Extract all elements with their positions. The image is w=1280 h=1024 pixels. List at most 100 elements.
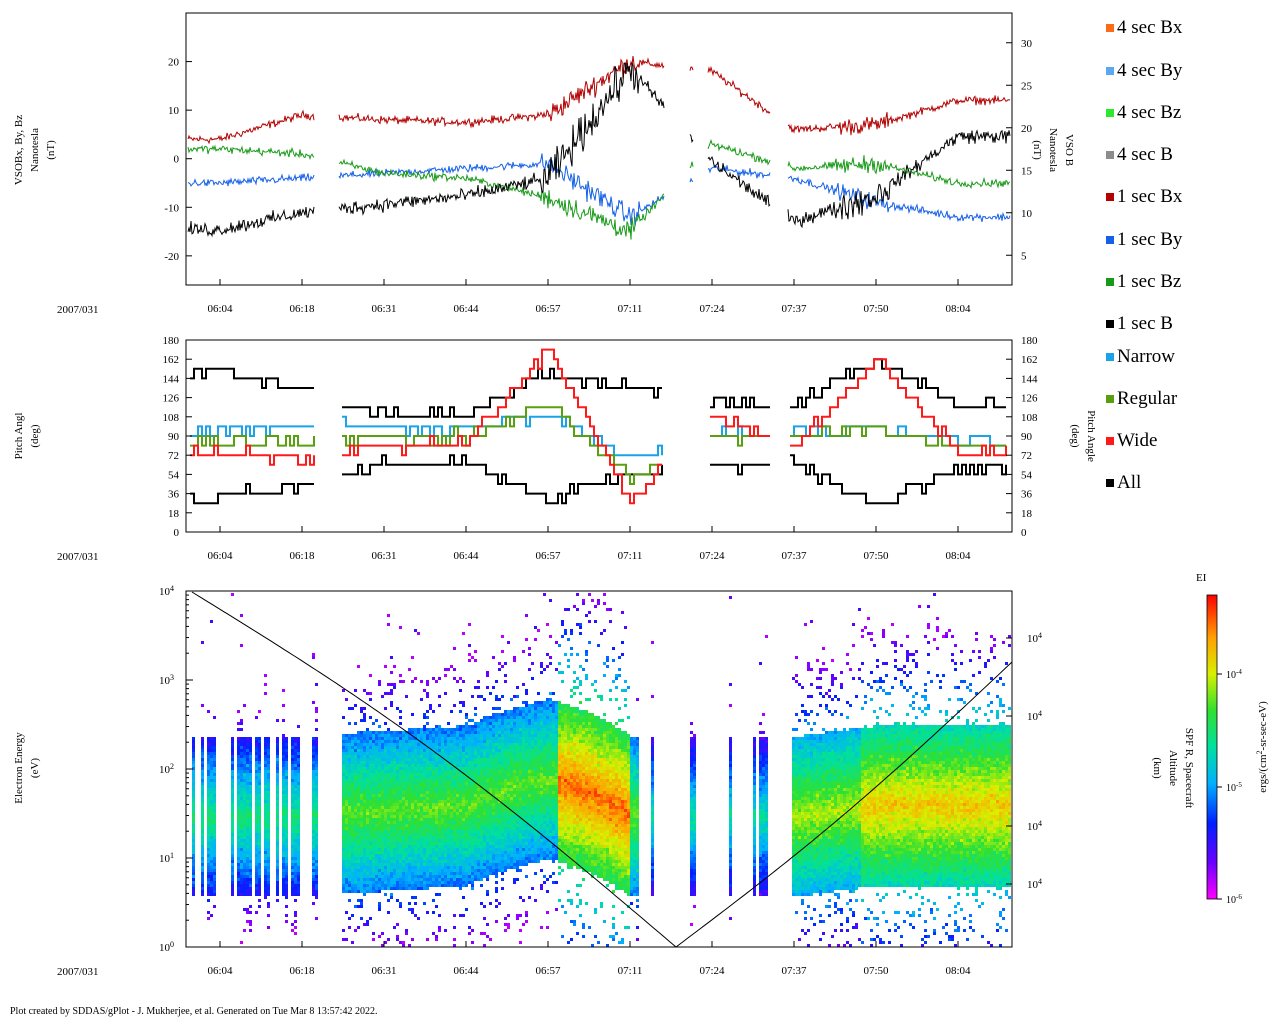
spectrogram-pixel	[510, 812, 513, 815]
spectrogram-pixel	[192, 803, 195, 806]
spectrogram-pixel	[444, 773, 447, 776]
spectrogram-pixel	[285, 785, 288, 788]
spectrogram-pixel	[465, 803, 468, 806]
spectrogram-pixel	[438, 851, 441, 854]
spectrogram-pixel	[315, 833, 318, 836]
spectrogram-pixel	[423, 731, 426, 734]
spectrogram-pixel	[369, 917, 372, 920]
spectrogram-pixel	[243, 797, 246, 800]
spectrogram-pixel	[522, 773, 525, 776]
spectrogram-pixel	[207, 752, 210, 755]
spectrogram-pixel	[387, 911, 390, 914]
spectrogram-pixel	[423, 806, 426, 809]
spectrogram-pixel	[516, 851, 519, 854]
spectrogram-pixel	[402, 779, 405, 782]
spectrogram-pixel	[414, 734, 417, 737]
spectrogram-pixel	[426, 761, 429, 764]
spectrogram-pixel	[297, 791, 300, 794]
spectrogram-pixel	[396, 818, 399, 821]
spectrogram-pixel	[285, 866, 288, 869]
spectrogram-pixel	[246, 875, 249, 878]
spectrogram-pixel	[405, 785, 408, 788]
spectrogram-pixel	[441, 746, 444, 749]
spectrogram-pixel	[201, 776, 204, 779]
spectrogram-pixel	[240, 893, 243, 896]
spectrogram-pixel	[363, 872, 366, 875]
spectrogram-pixel	[384, 833, 387, 836]
spectrogram-pixel	[210, 809, 213, 812]
spectrogram-pixel	[480, 719, 483, 722]
spectrogram-pixel	[405, 791, 408, 794]
spectrogram-pixel	[426, 821, 429, 824]
spectrogram-pixel	[375, 821, 378, 824]
spectrogram-pixel	[465, 830, 468, 833]
spectrogram-pixel	[414, 848, 417, 851]
spectrogram-pixel	[267, 905, 270, 908]
spectrogram-pixel	[282, 818, 285, 821]
spectrogram-pixel	[474, 785, 477, 788]
spectrogram-pixel	[372, 752, 375, 755]
spectrogram-pixel	[372, 743, 375, 746]
spectrogram-pixel	[372, 734, 375, 737]
spectrogram-pixel	[408, 770, 411, 773]
spectrogram-pixel	[438, 755, 441, 758]
spectrogram-pixel	[465, 767, 468, 770]
spectrogram-pixel	[351, 764, 354, 767]
spectrogram-pixel	[294, 740, 297, 743]
spectrogram-pixel	[255, 785, 258, 788]
spectrogram-pixel	[480, 791, 483, 794]
spectrogram-pixel	[201, 812, 204, 815]
spectrogram-pixel	[372, 938, 375, 941]
spectrogram-pixel	[504, 776, 507, 779]
spectrogram-pixel	[501, 734, 504, 737]
spectrogram-pixel	[384, 797, 387, 800]
spectrogram-pixel	[246, 761, 249, 764]
spectrogram-pixel	[210, 872, 213, 875]
spectrogram-pixel	[282, 788, 285, 791]
spectrogram-pixel	[519, 860, 522, 863]
spectrogram-pixel	[231, 836, 234, 839]
spectrogram-pixel	[447, 770, 450, 773]
spectrogram-pixel	[231, 881, 234, 884]
spectrogram-pixel	[351, 803, 354, 806]
spectrogram-pixel	[450, 767, 453, 770]
spectrogram-pixel	[459, 818, 462, 821]
spectrogram-pixel	[381, 770, 384, 773]
spectrogram-pixel	[522, 863, 525, 866]
spectrogram-pixel	[357, 740, 360, 743]
spectrogram-pixel	[291, 755, 294, 758]
spectrogram-pixel	[516, 824, 519, 827]
spectrogram-pixel	[471, 785, 474, 788]
spectrogram-pixel	[426, 743, 429, 746]
spectrogram-pixel	[210, 818, 213, 821]
spectrogram-pixel	[468, 749, 471, 752]
spectrogram-pixel	[351, 767, 354, 770]
spectrogram-pixel	[315, 893, 318, 896]
spectrogram-pixel	[393, 824, 396, 827]
spectrogram-pixel	[312, 743, 315, 746]
spectrogram-pixel	[411, 803, 414, 806]
spectrogram-pixel	[444, 863, 447, 866]
spectrogram-pixel	[456, 779, 459, 782]
spectrogram-pixel	[435, 821, 438, 824]
spectrogram-pixel	[282, 851, 285, 854]
spectrogram-pixel	[345, 839, 348, 842]
spectrogram-pixel	[201, 761, 204, 764]
spectrogram-pixel	[402, 869, 405, 872]
spectrogram-pixel	[465, 854, 468, 857]
spectrogram-pixel	[255, 767, 258, 770]
spectrogram-pixel	[201, 779, 204, 782]
spectrogram-pixel	[495, 788, 498, 791]
spectrogram-pixel	[432, 818, 435, 821]
spectrogram-pixel	[438, 776, 441, 779]
spectrogram-pixel	[513, 749, 516, 752]
spectrogram-pixel	[414, 767, 417, 770]
spectrogram-pixel	[285, 830, 288, 833]
spectrogram-pixel	[387, 746, 390, 749]
spectrogram-pixel	[267, 869, 270, 872]
spectrogram-pixel	[381, 737, 384, 740]
spectrogram-pixel	[450, 785, 453, 788]
spectrogram-pixel	[516, 725, 519, 728]
spectrogram-pixel	[483, 752, 486, 755]
